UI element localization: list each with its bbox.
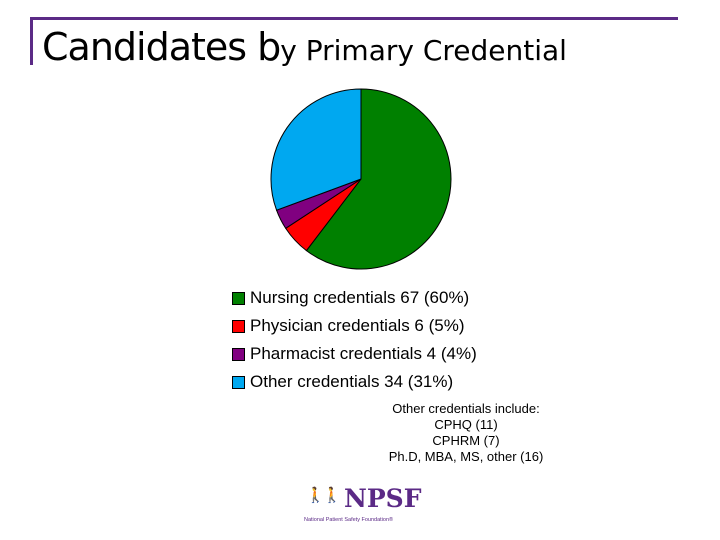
pie-slice-other bbox=[270, 88, 362, 211]
title-part-1: Candidates b bbox=[42, 25, 281, 69]
other-credentials-note: Other credentials include: CPHQ (11) CPH… bbox=[366, 401, 566, 465]
title-frame-left bbox=[30, 17, 33, 65]
legend-item-other: Other credentials 34 (31%) bbox=[232, 368, 477, 396]
legend-item-physician: Physician credentials 6 (5%) bbox=[232, 312, 477, 340]
legend-label-pharmacist: Pharmacist credentials 4 (4%) bbox=[250, 344, 477, 363]
title-part-2: y Primary Credential bbox=[280, 34, 567, 67]
npsf-logo: 🚶🚶 NPSF National Patient Safety Foundati… bbox=[300, 484, 422, 530]
legend-swatch-pharmacist bbox=[232, 347, 245, 361]
people-figures-icon: 🚶🚶 bbox=[306, 487, 341, 504]
pie-slice-nursing bbox=[305, 88, 452, 270]
note-line-2: CPHQ (11) bbox=[434, 417, 498, 432]
note-line-1: Other credentials include: bbox=[392, 401, 540, 416]
note-line-3: CPHRM (7) bbox=[432, 433, 500, 448]
legend-item-nursing: Nursing credentials 67 (60%) bbox=[232, 284, 477, 312]
legend-label-physician: Physician credentials 6 (5%) bbox=[250, 316, 465, 335]
legend-swatch-physician bbox=[232, 319, 245, 333]
legend-label-nursing: Nursing credentials 67 (60%) bbox=[250, 288, 470, 307]
legend-swatch-nursing bbox=[232, 291, 245, 305]
legend-item-pharmacist: Pharmacist credentials 4 (4%) bbox=[232, 340, 477, 368]
chart-legend: Nursing credentials 67 (60%) Physician c… bbox=[232, 284, 477, 396]
logo-subtitle: National Patient Safety Foundation® bbox=[304, 517, 394, 523]
title-frame-top bbox=[30, 17, 678, 20]
legend-label-other: Other credentials 34 (31%) bbox=[250, 372, 454, 391]
logo-text: NPSF bbox=[344, 484, 422, 513]
legend-swatch-other bbox=[232, 375, 245, 389]
pie-chart bbox=[270, 88, 452, 270]
note-line-4: Ph.D, MBA, MS, other (16) bbox=[388, 449, 544, 464]
page-title: Candidates by Primary Credential bbox=[42, 28, 567, 66]
